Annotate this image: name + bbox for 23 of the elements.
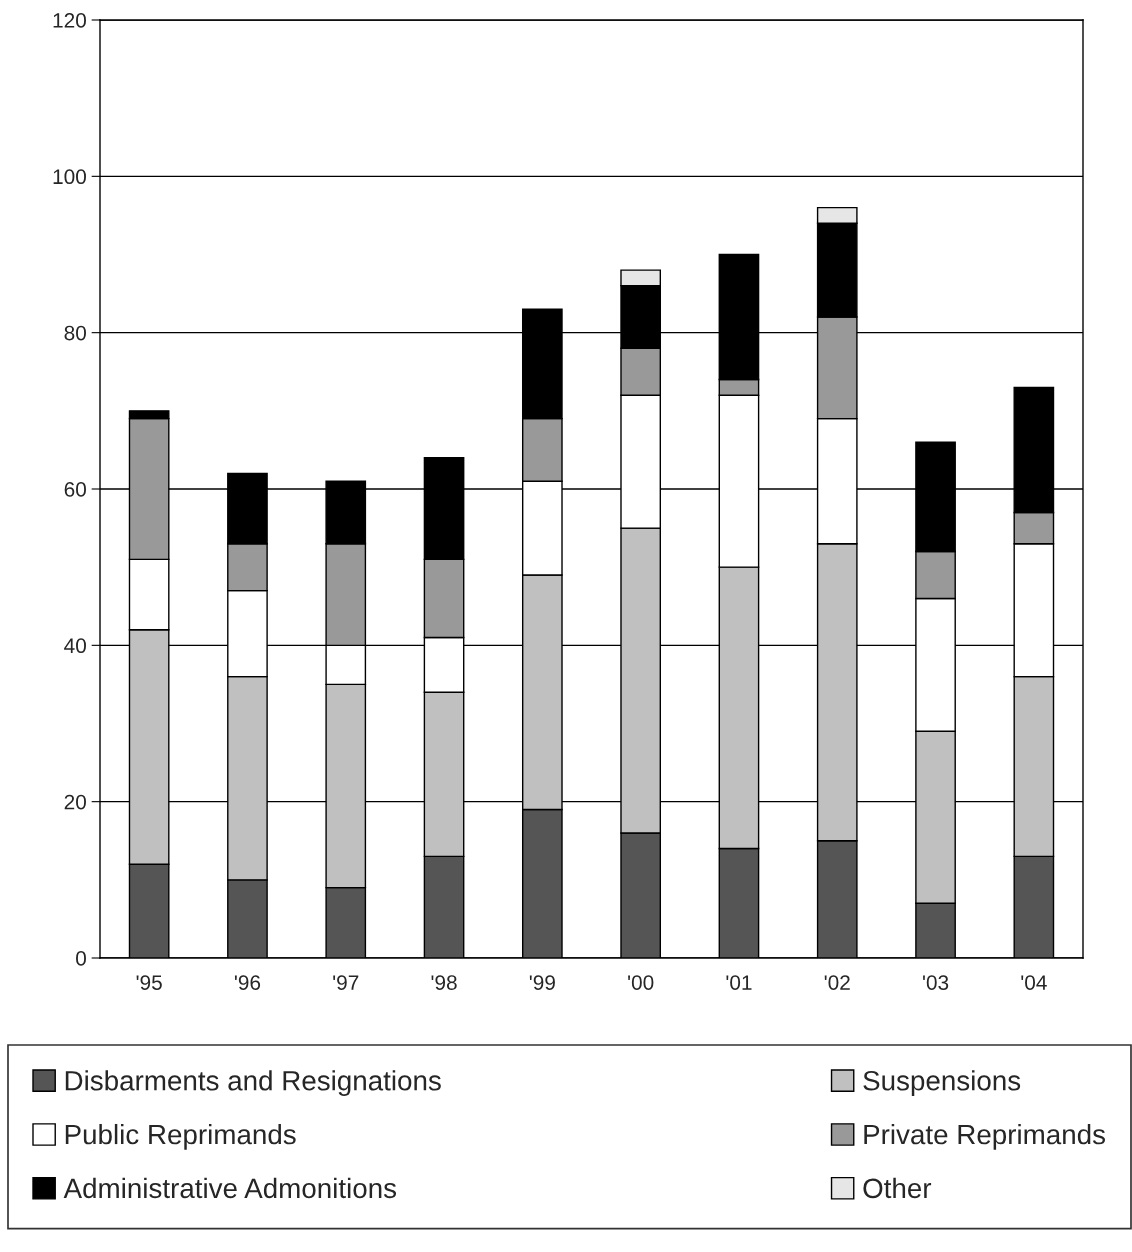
legend-label: Disbarments and Resignations	[65, 1070, 441, 1097]
y-tick-label: 60	[64, 482, 86, 497]
x-tick-label: '96	[234, 975, 261, 990]
legend-label: Other	[863, 1177, 932, 1199]
y-tick-label: 80	[64, 325, 86, 341]
x-tick-label: '00	[628, 975, 654, 990]
x-tick-label: '03	[923, 975, 949, 990]
legend-label: Public Reprimands	[65, 1123, 296, 1150]
x-tick-label: '04	[1021, 975, 1047, 990]
x-tick-label: '95	[136, 975, 162, 990]
y-tick-label: 20	[64, 794, 86, 810]
x-tick-label: '02	[824, 975, 850, 990]
y-tick-label: 0	[76, 951, 86, 966]
y-tick-label: 40	[64, 638, 86, 654]
legend-label: Private Reprimands	[864, 1123, 1106, 1150]
x-tick-label: '01	[726, 975, 752, 990]
x-tick-label: '97	[333, 975, 359, 990]
x-tick-label: '98	[431, 975, 457, 990]
legend-label: Suspensions	[863, 1070, 1021, 1097]
x-tick-label: '99	[529, 975, 555, 990]
y-tick-label: 100	[53, 169, 86, 185]
legend-label: Administrative Admonitions	[63, 1177, 397, 1199]
y-tick-label: 120	[53, 13, 86, 28]
